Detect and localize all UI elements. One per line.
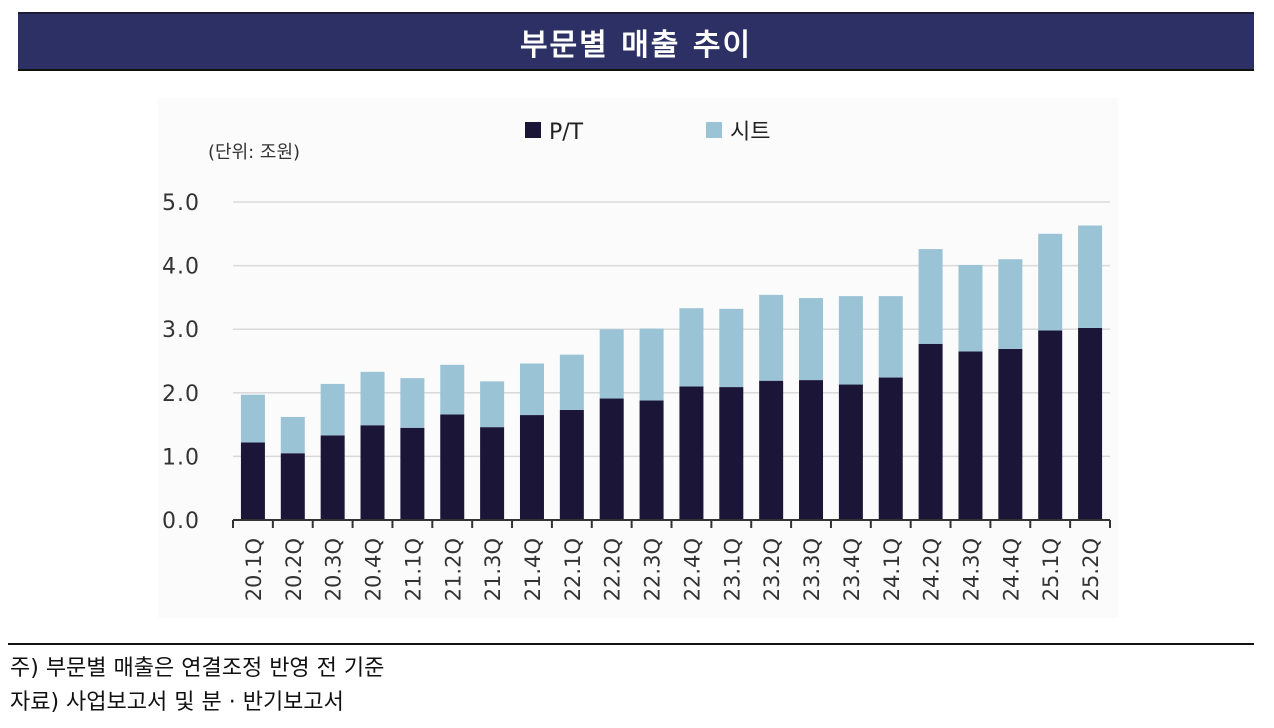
bar-pt xyxy=(599,398,624,520)
x-tick-label: 22.4Q xyxy=(680,538,704,601)
legend-swatch xyxy=(525,122,541,138)
x-tick-label: 23.1Q xyxy=(720,538,744,601)
x-tick-label: 24.2Q xyxy=(920,538,944,601)
title-bar: 부문별 매출 추이 xyxy=(18,14,1254,69)
x-tick-label: 21.1Q xyxy=(401,538,425,601)
bar-seat xyxy=(599,329,624,399)
x-tick-label: 21.4Q xyxy=(521,538,545,601)
x-tick-label: 21.2Q xyxy=(441,538,465,601)
x-tick-label: 22.2Q xyxy=(601,538,625,601)
stacked-bar-chart: 0.0 1.0 2.0 3.0 4.0 5.0 (단위: 조원) 20.1Q 20.2Q 20.3… xyxy=(158,98,1118,618)
x-tick-label: 24.3Q xyxy=(959,538,983,601)
bar-pt xyxy=(360,425,385,520)
bar-seat xyxy=(958,264,983,352)
title-rule xyxy=(18,69,1254,71)
x-tick-label: 24.1Q xyxy=(880,538,904,601)
bar-pt xyxy=(1078,327,1103,520)
bottom-rule xyxy=(8,643,1254,645)
x-tick-label: 20.2Q xyxy=(282,538,306,601)
bar-pt xyxy=(918,343,943,520)
bar-seat xyxy=(918,249,943,344)
bar-pt xyxy=(320,435,345,520)
bar-seat xyxy=(1078,225,1103,328)
y-tick-label: 0.0 xyxy=(162,509,200,534)
bar-pt xyxy=(958,351,983,520)
bar-pt xyxy=(679,386,704,520)
x-tick-label: 20.4Q xyxy=(362,538,386,601)
bar-pt xyxy=(519,415,544,520)
x-tick-label: 24.4Q xyxy=(999,538,1023,601)
x-tick-label: 22.3Q xyxy=(641,538,665,601)
bar-seat xyxy=(519,363,544,416)
x-tick-label: 20.3Q xyxy=(322,538,346,601)
bar-seat xyxy=(280,416,305,454)
bar-seat xyxy=(799,298,824,381)
top-rule xyxy=(18,12,1254,14)
bar-seat xyxy=(400,378,425,428)
y-tick-label: 5.0 xyxy=(162,191,200,216)
page-title: 부문별 매출 추이 xyxy=(519,27,753,63)
source-note: 자료) 사업보고서 및 분 · 반기보고서 xyxy=(10,690,344,715)
legend-label: 시트 xyxy=(730,120,770,145)
x-tick-label: 21.3Q xyxy=(481,538,505,601)
y-tick-label: 3.0 xyxy=(162,318,200,343)
bar-pt xyxy=(400,427,425,520)
bar-pt xyxy=(1038,330,1063,520)
x-tick-label: 25.1Q xyxy=(1039,538,1063,601)
bar-pt xyxy=(280,453,305,520)
bar-pt xyxy=(440,414,465,520)
x-tick-label: 23.4Q xyxy=(840,538,864,601)
bar-seat xyxy=(998,259,1023,349)
bar-pt xyxy=(719,387,744,520)
bar-seat xyxy=(360,371,385,426)
bar-seat xyxy=(320,383,345,436)
chart-background xyxy=(158,98,1118,618)
x-tick-label: 20.1Q xyxy=(242,538,266,601)
bar-seat xyxy=(719,308,744,388)
bar-seat xyxy=(440,364,465,415)
bar-pt xyxy=(838,384,863,520)
legend-label: P/T xyxy=(549,120,584,145)
bar-seat xyxy=(480,381,505,428)
bar-pt xyxy=(799,380,824,520)
bar-seat xyxy=(559,354,584,410)
x-tick-label: 23.2Q xyxy=(760,538,784,601)
bar-seat xyxy=(878,296,903,378)
bar-pt xyxy=(878,377,903,520)
bar-seat xyxy=(759,294,784,381)
footnote: 주) 부문별 매출은 연결조정 반영 전 기준 xyxy=(10,656,385,681)
unit-label: (단위: 조원) xyxy=(208,142,300,163)
bar-pt xyxy=(559,409,584,520)
x-tick-label: 25.2Q xyxy=(1079,538,1103,601)
legend-swatch xyxy=(706,122,722,138)
x-tick-label: 23.3Q xyxy=(800,538,824,601)
bar-seat xyxy=(1038,233,1063,331)
bar-pt xyxy=(240,442,265,520)
y-tick-label: 1.0 xyxy=(162,445,200,470)
bar-seat xyxy=(240,394,265,443)
bar-pt xyxy=(998,348,1023,520)
x-tick-label: 22.1Q xyxy=(561,538,585,601)
bar-pt xyxy=(639,400,664,520)
bar-pt xyxy=(480,427,505,520)
bar-seat xyxy=(838,296,863,385)
bar-seat xyxy=(679,308,704,387)
bar-pt xyxy=(759,380,784,520)
y-tick-label: 2.0 xyxy=(162,382,200,407)
bar-seat xyxy=(639,328,664,401)
y-tick-label: 4.0 xyxy=(162,255,200,280)
